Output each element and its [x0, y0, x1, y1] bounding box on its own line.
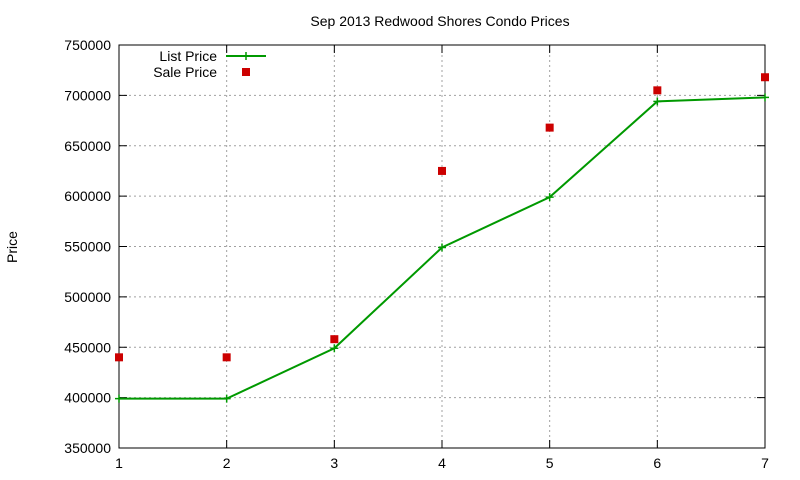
data-point [545, 193, 554, 202]
x-tick-label: 3 [330, 455, 338, 471]
data-point [438, 243, 446, 252]
legend-label: Sale Price [153, 64, 217, 80]
series-1 [115, 73, 769, 362]
data-point [330, 335, 339, 344]
legend-marker [242, 52, 250, 60]
data-point [438, 166, 446, 175]
data-point [222, 394, 231, 403]
series [115, 73, 769, 403]
x-tick-label: 1 [115, 455, 123, 471]
y-tick-label: 450000 [64, 339, 111, 355]
data-point [222, 353, 231, 362]
legend-marker [242, 68, 250, 76]
legend-label: List Price [159, 48, 217, 64]
y-axis-label: Price [4, 231, 20, 263]
chart-title: Sep 2013 Redwood Shores Condo Prices [310, 13, 569, 29]
plot-border [118, 44, 766, 449]
y-tick-label: 600000 [64, 188, 111, 204]
y-tick-label: 700000 [64, 87, 111, 103]
y-tick-label: 550000 [64, 239, 111, 255]
x-tick-label: 2 [223, 455, 231, 471]
x-tick-label: 4 [438, 455, 446, 471]
x-tick-label: 6 [653, 455, 661, 471]
data-point [115, 394, 123, 403]
data-point [653, 86, 662, 95]
y-tick-label: 350000 [64, 440, 111, 456]
x-tick-label: 7 [761, 455, 769, 471]
y-tick-label: 750000 [64, 37, 111, 53]
y-tick-label: 400000 [64, 390, 111, 406]
data-point [545, 123, 554, 132]
y-tick-label: 500000 [64, 289, 111, 305]
data-point [761, 73, 769, 82]
x-tick-label: 5 [546, 455, 554, 471]
data-point [761, 93, 769, 102]
series-0 [115, 93, 769, 403]
data-point [653, 97, 662, 106]
data-point [115, 353, 123, 362]
axes: 350000 400000 450000 500000 550000 600000 6500… [64, 37, 769, 471]
y-tick-label: 650000 [64, 138, 111, 154]
data-point [330, 344, 339, 353]
